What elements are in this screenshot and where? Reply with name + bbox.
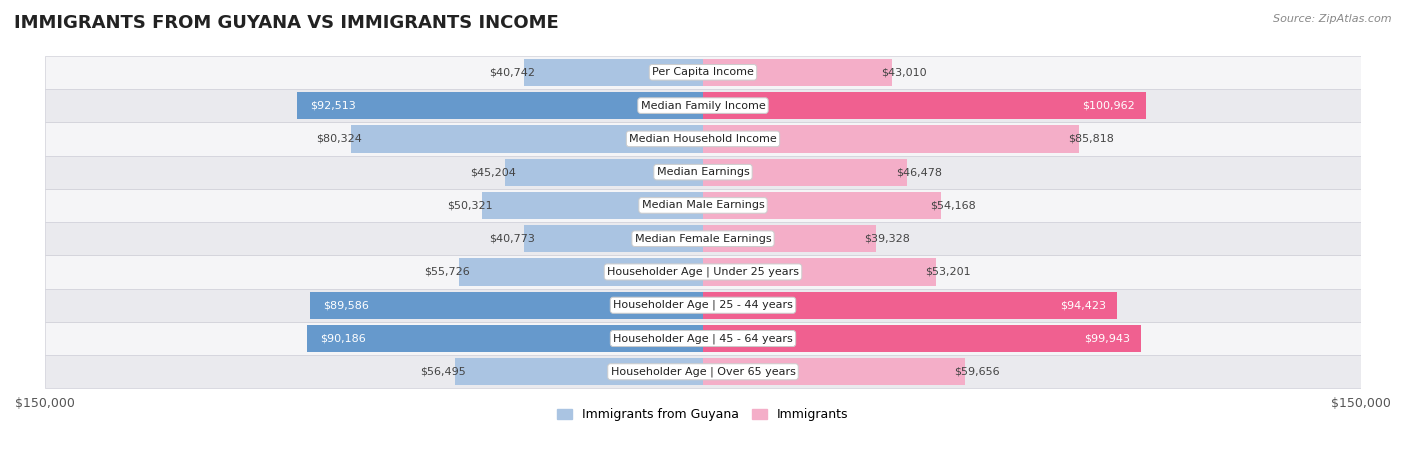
Bar	[458, 258, 703, 286]
Bar	[456, 358, 703, 385]
Text: Median Female Earnings: Median Female Earnings	[634, 234, 772, 244]
Bar	[703, 358, 965, 385]
FancyBboxPatch shape	[45, 255, 1361, 289]
Text: $53,201: $53,201	[925, 267, 972, 277]
Text: $50,321: $50,321	[447, 200, 494, 211]
Text: $80,324: $80,324	[316, 134, 361, 144]
Text: $40,773: $40,773	[489, 234, 536, 244]
Text: $56,495: $56,495	[420, 367, 467, 377]
Text: $59,656: $59,656	[953, 367, 1000, 377]
Bar	[703, 158, 907, 186]
Text: $43,010: $43,010	[880, 67, 927, 78]
Bar	[482, 192, 703, 219]
Text: $40,742: $40,742	[489, 67, 536, 78]
Bar	[297, 92, 703, 119]
Text: $46,478: $46,478	[896, 167, 942, 177]
Bar	[703, 92, 1146, 119]
Text: $99,943: $99,943	[1084, 333, 1130, 344]
Text: $39,328: $39,328	[865, 234, 911, 244]
Text: $55,726: $55,726	[423, 267, 470, 277]
Text: Median Earnings: Median Earnings	[657, 167, 749, 177]
Bar	[308, 325, 703, 352]
Text: $92,513: $92,513	[311, 100, 356, 111]
Legend: Immigrants from Guyana, Immigrants: Immigrants from Guyana, Immigrants	[553, 403, 853, 426]
Text: Householder Age | 45 - 64 years: Householder Age | 45 - 64 years	[613, 333, 793, 344]
FancyBboxPatch shape	[45, 156, 1361, 189]
Text: $85,818: $85,818	[1069, 134, 1115, 144]
Bar	[505, 158, 703, 186]
Bar	[524, 225, 703, 252]
Text: Median Family Income: Median Family Income	[641, 100, 765, 111]
Text: IMMIGRANTS FROM GUYANA VS IMMIGRANTS INCOME: IMMIGRANTS FROM GUYANA VS IMMIGRANTS INC…	[14, 14, 558, 32]
Text: Householder Age | 25 - 44 years: Householder Age | 25 - 44 years	[613, 300, 793, 311]
Bar	[703, 225, 876, 252]
FancyBboxPatch shape	[45, 56, 1361, 89]
FancyBboxPatch shape	[45, 222, 1361, 255]
Bar	[703, 59, 891, 86]
Bar	[703, 258, 936, 286]
Text: Median Male Earnings: Median Male Earnings	[641, 200, 765, 211]
Text: Per Capita Income: Per Capita Income	[652, 67, 754, 78]
Text: Householder Age | Under 25 years: Householder Age | Under 25 years	[607, 267, 799, 277]
Bar	[703, 125, 1080, 153]
FancyBboxPatch shape	[45, 122, 1361, 156]
FancyBboxPatch shape	[45, 322, 1361, 355]
Text: $94,423: $94,423	[1060, 300, 1107, 310]
FancyBboxPatch shape	[45, 189, 1361, 222]
Text: Householder Age | Over 65 years: Householder Age | Over 65 years	[610, 367, 796, 377]
Text: $45,204: $45,204	[470, 167, 516, 177]
Text: Source: ZipAtlas.com: Source: ZipAtlas.com	[1274, 14, 1392, 24]
FancyBboxPatch shape	[45, 289, 1361, 322]
Text: Median Household Income: Median Household Income	[628, 134, 778, 144]
Text: $89,586: $89,586	[323, 300, 368, 310]
FancyBboxPatch shape	[45, 89, 1361, 122]
Text: $54,168: $54,168	[929, 200, 976, 211]
Bar	[703, 291, 1118, 319]
Text: $100,962: $100,962	[1083, 100, 1135, 111]
Bar	[524, 59, 703, 86]
Bar	[703, 192, 941, 219]
Bar	[309, 291, 703, 319]
Bar	[703, 325, 1142, 352]
FancyBboxPatch shape	[45, 355, 1361, 389]
Bar	[350, 125, 703, 153]
Text: $90,186: $90,186	[321, 333, 366, 344]
